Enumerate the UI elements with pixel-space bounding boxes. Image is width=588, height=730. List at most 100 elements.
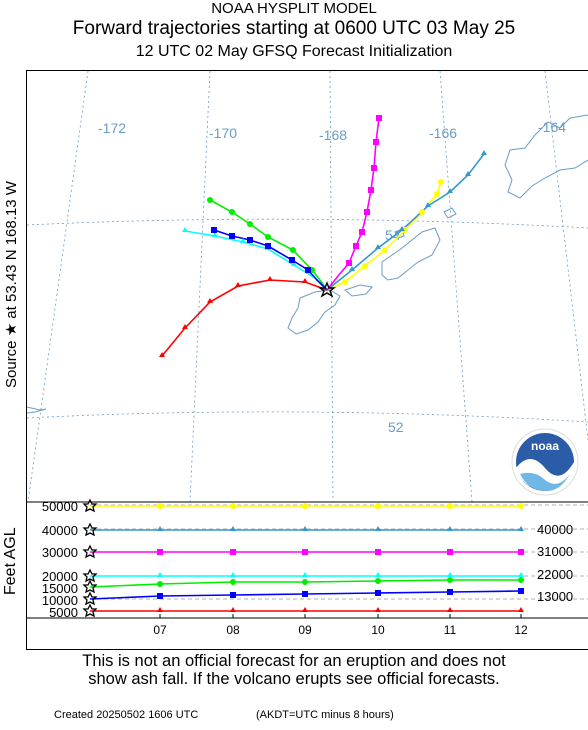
height-tick-label: 30000 [42, 545, 78, 560]
marker [375, 590, 381, 596]
marker [364, 209, 370, 215]
marker [359, 229, 365, 235]
lat-label: 52 [388, 419, 404, 435]
marker [302, 591, 308, 597]
atka-coast [27, 406, 47, 414]
marker [375, 578, 381, 584]
height-right-label: 13000 [537, 589, 573, 604]
marker [349, 266, 355, 271]
marker [305, 267, 311, 273]
marker [375, 526, 381, 531]
marker [419, 209, 425, 215]
disclaimer-line-2: show ash fall. If the volcano erupts see… [88, 670, 500, 688]
marker [229, 233, 235, 239]
height-right-label: 40000 [537, 522, 573, 537]
title-line-1: NOAA HYSPLIT MODEL [211, 0, 377, 17]
source-star-icon [317, 281, 337, 298]
trajectory-40000ft [326, 153, 485, 291]
small-island [344, 284, 373, 297]
marker [247, 237, 253, 243]
start-star-icon [82, 544, 98, 559]
marker [229, 209, 235, 215]
lon-label: -166 [429, 125, 457, 141]
grid-labels: -172 -170 -168 -166 -164 54 52 [98, 119, 566, 435]
marker [518, 526, 524, 531]
marker [159, 352, 165, 357]
time-tick-label: 10 [371, 623, 385, 637]
height-tick-label: 40000 [42, 523, 78, 538]
plot-frame [26, 70, 588, 650]
umnak-island [287, 289, 341, 335]
small-island [443, 207, 457, 219]
marker [157, 607, 163, 612]
marker [302, 607, 308, 612]
start-star-icon [82, 522, 98, 537]
akdt-note: (AKDT=UTC minus 8 hours) [256, 709, 394, 721]
marker [518, 549, 524, 555]
marker [157, 593, 163, 599]
lon-line-166 [439, 71, 473, 502]
marker [265, 234, 271, 240]
time-tick-label: 08 [226, 623, 240, 637]
marker [353, 243, 359, 249]
marker [438, 179, 444, 185]
marker [518, 607, 524, 612]
marker [375, 607, 381, 612]
marker [371, 165, 377, 171]
start-star-icon [82, 568, 98, 583]
marker [302, 579, 308, 585]
height-tick-label: 50000 [42, 499, 78, 514]
marker [434, 191, 440, 197]
marker [447, 577, 453, 583]
height-tick-label: 15000 [42, 581, 78, 596]
marker [182, 227, 188, 232]
marker [157, 503, 163, 509]
marker [342, 279, 348, 285]
marker [230, 592, 236, 598]
marker [291, 261, 297, 266]
marker [289, 257, 295, 263]
marker [290, 247, 296, 253]
lon-label: -164 [538, 119, 566, 135]
noaa-logo-text: noaa [531, 439, 559, 453]
marker [447, 572, 453, 577]
marker [425, 202, 431, 207]
marker [302, 549, 308, 555]
disclaimer-line-1: This is not an official forecast for an … [82, 652, 506, 670]
marker [265, 243, 271, 249]
marker [362, 263, 368, 269]
marker [230, 572, 236, 577]
trajectory-15000ft [209, 199, 328, 291]
lat-line-52 [27, 411, 588, 423]
marker [399, 226, 405, 231]
marker [207, 197, 213, 203]
height-tick-label: 5000 [49, 605, 78, 620]
start-star-icon [82, 579, 98, 594]
lon-line-170 [189, 71, 211, 502]
marker [447, 607, 453, 612]
marker [373, 139, 379, 145]
time-tick-label: 11 [444, 623, 457, 637]
marker [376, 115, 382, 121]
time-tick-label: 07 [153, 623, 167, 637]
height-right-label: 31000 [537, 544, 573, 559]
marker [157, 549, 163, 555]
marker [447, 526, 453, 531]
lon-line-164 [544, 71, 588, 441]
marker [375, 572, 381, 577]
start-stars [82, 498, 98, 618]
marker [247, 221, 253, 227]
marker [518, 503, 524, 509]
marker [481, 150, 487, 155]
marker [447, 589, 453, 595]
marker [302, 503, 308, 509]
marker [375, 549, 381, 555]
marker [212, 232, 218, 237]
marker [157, 581, 163, 587]
marker [447, 188, 453, 193]
marker [465, 171, 471, 176]
unalaska-island [381, 227, 441, 281]
marker [302, 278, 308, 283]
marker [518, 577, 524, 583]
marker [230, 549, 236, 555]
